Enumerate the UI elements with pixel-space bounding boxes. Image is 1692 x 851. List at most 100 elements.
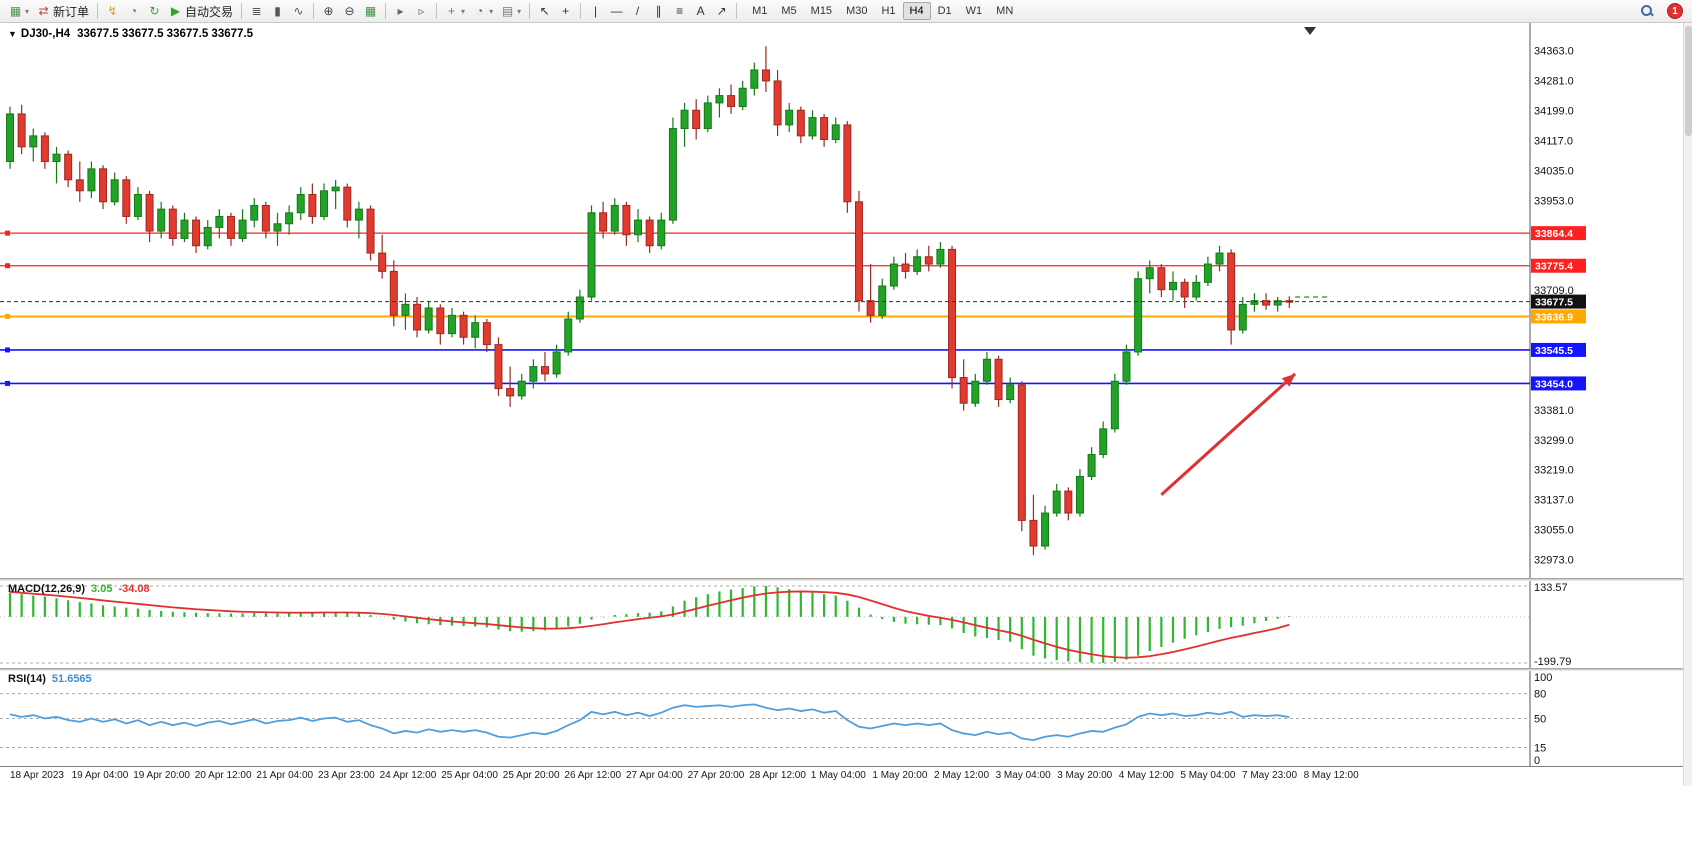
timeframe-w1-button[interactable]: W1 [965, 5, 983, 17]
arrows-button[interactable]: ↗ [711, 3, 732, 19]
bear-candle [959, 377, 968, 404]
bear-candle [17, 113, 26, 148]
cursor-button[interactable]: ↖ [534, 3, 555, 19]
text-icon: A [696, 4, 705, 18]
timeframe-mn-button[interactable]: MN [996, 5, 1014, 17]
main-chart[interactable]: 34363.0 34281.0 34199.0 34117.0 34035.0 33953… [0, 23, 1692, 578]
autotrading-button-label: 自动交易 [185, 4, 234, 19]
bull-candle [634, 219, 643, 236]
trendline-button[interactable]: / [627, 3, 648, 19]
timeframe-h4-button[interactable]: H4 [902, 2, 931, 20]
hline-handle[interactable] [5, 313, 10, 319]
vertical-scrollbar[interactable] [1683, 23, 1692, 786]
fibonacci-button[interactable]: ≡ [669, 3, 690, 19]
new-order-button[interactable]: ⇄ 新订单 [33, 1, 93, 22]
hline-handle[interactable] [5, 263, 10, 269]
auto-scroll-button[interactable]: ▸ [390, 3, 411, 19]
bull-candle [564, 318, 573, 353]
timeframe-d1-button[interactable]: D1 [937, 5, 952, 17]
bear-candle [924, 256, 933, 265]
line-chart-button[interactable]: ∿ [288, 3, 309, 19]
tile-windows-button[interactable]: ▦ [360, 3, 381, 19]
zoom-in-button[interactable]: ⊕ [318, 3, 339, 19]
profiles-button[interactable]: ↯ [102, 3, 123, 19]
panel-separator[interactable] [0, 668, 1692, 671]
refresh-button[interactable]: ↻ [144, 3, 165, 19]
toolbar-separator [313, 3, 315, 19]
bull-candle [285, 212, 294, 225]
bear-candle [145, 193, 154, 232]
arrow-tool-icon: ↗ [716, 4, 727, 18]
bull-candle [1215, 252, 1224, 265]
notification-badge[interactable]: 1 [1667, 3, 1683, 19]
bear-candle [40, 135, 49, 163]
bear-candle [308, 193, 317, 217]
bar-chart-button[interactable]: ≣ [246, 3, 267, 19]
market-watch-button[interactable]: ◔ [123, 3, 144, 19]
bull-candle [1122, 351, 1131, 382]
rsi-panel[interactable]: 100 80 50 150 [0, 671, 1692, 766]
toolbar-separator [241, 3, 243, 19]
scrollbar-thumb[interactable] [1685, 26, 1692, 136]
chart-shift-marker[interactable] [1304, 27, 1316, 35]
time-label: 26 Apr 12:00 [564, 770, 622, 781]
hline-handle[interactable] [5, 230, 10, 236]
rsi-name: RSI(14) [8, 673, 46, 685]
price-tick: 33381.0 [1534, 405, 1574, 417]
autotrading-button[interactable]: ▶ 自动交易 [165, 1, 237, 22]
bull-candle [1238, 303, 1247, 331]
bull-candle [878, 285, 887, 316]
hline-handle[interactable] [5, 347, 10, 353]
bear-candle [773, 80, 782, 126]
bear-candle [540, 366, 549, 375]
macd-panel[interactable]: 133.57 -199.79 [0, 581, 1692, 668]
indicators-button[interactable]: + ▾ [441, 3, 469, 19]
time-label: 1 May 20:00 [872, 770, 928, 781]
trend-arrow[interactable] [1160, 372, 1297, 496]
hline-button[interactable]: — [606, 3, 627, 19]
timeframe-m5-button[interactable]: M5 [781, 5, 797, 17]
bear-candle [692, 109, 701, 130]
bull-candle [715, 95, 724, 104]
channel-button[interactable]: ∥ [648, 3, 669, 19]
crosshair-button[interactable]: + [555, 3, 576, 19]
clock-icon: ◔ [475, 4, 484, 18]
hline-price-label [1531, 226, 1586, 241]
time-axis[interactable]: 18 Apr 2023 19 Apr 04:00 19 Apr 20:00 20 Ap… [0, 766, 1692, 786]
chart-shift-button[interactable]: ▹ [411, 3, 432, 19]
bear-candle [866, 300, 875, 316]
rsi-line [9, 703, 1290, 741]
time-label: 4 May 12:00 [1118, 770, 1174, 781]
auto-scroll-icon: ▸ [397, 4, 404, 18]
candlestick-chart-button[interactable]: ▮ [267, 3, 288, 19]
time-label: 18 Apr 2023 [10, 770, 64, 781]
order-arrows-icon: ⇄ [38, 4, 49, 18]
bear-candle [413, 303, 422, 331]
bear-candle [1262, 300, 1271, 306]
collapse-triangle-icon[interactable]: ▼ [8, 29, 17, 39]
hline-handle[interactable] [5, 380, 10, 386]
periods-button[interactable]: ◔ ▾ [469, 3, 497, 19]
time-label: 28 Apr 12:00 [749, 770, 806, 781]
timeframe-m15-button[interactable]: M15 [810, 5, 833, 17]
timeframe-m1-button[interactable]: M1 [752, 5, 768, 17]
timeframe-m30-button[interactable]: M30 [846, 5, 868, 17]
text-button[interactable]: A [690, 3, 711, 19]
new-chart-button[interactable]: ▦ ▾ [5, 3, 33, 19]
bear-candle [1157, 267, 1166, 291]
bull-candle [610, 204, 619, 232]
bear-candle [482, 322, 491, 346]
bear-candle [843, 124, 852, 203]
time-label: 25 Apr 04:00 [441, 770, 498, 781]
panel-separator[interactable] [0, 578, 1692, 581]
timeframe-h1-button[interactable]: H1 [881, 5, 896, 17]
vline-button[interactable]: | [585, 3, 606, 19]
zoom-out-button[interactable]: ⊖ [339, 3, 360, 19]
bull-candle [250, 204, 259, 221]
bull-candle [133, 193, 142, 217]
search-button[interactable] [1637, 3, 1657, 19]
templates-button[interactable]: ▤ ▾ [497, 3, 525, 19]
price-tick: 32973.0 [1534, 555, 1574, 567]
line-chart-icon: ∿ [293, 4, 304, 18]
bear-candle [366, 208, 375, 254]
